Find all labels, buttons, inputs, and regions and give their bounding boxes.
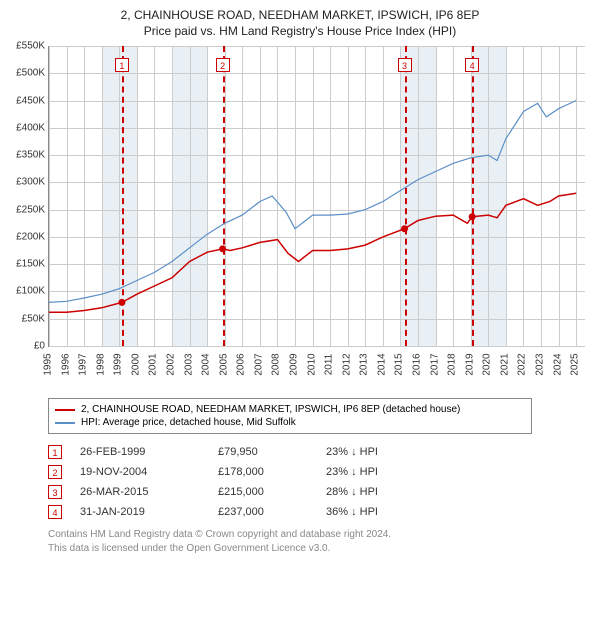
x-axis-label: 2017 xyxy=(429,353,440,375)
x-axis-label: 2012 xyxy=(341,353,352,375)
legend-swatch xyxy=(55,409,75,411)
event-price: £215,000 xyxy=(218,486,308,498)
x-axis-label: 2011 xyxy=(324,354,335,376)
y-axis-label: £100K xyxy=(10,286,45,297)
y-axis-label: £200K xyxy=(10,231,45,242)
event-row: 3 26-MAR-2015 £215,000 28% ↓ HPI xyxy=(48,482,528,502)
event-price: £79,950 xyxy=(218,446,308,458)
y-axis-label: £450K xyxy=(10,95,45,106)
event-row: 4 31-JAN-2019 £237,000 36% ↓ HPI xyxy=(48,502,528,522)
title-line-1: 2, CHAINHOUSE ROAD, NEEDHAM MARKET, IPSW… xyxy=(10,8,590,22)
data-marker xyxy=(401,225,408,232)
event-price: £237,000 xyxy=(218,506,308,518)
series-line xyxy=(49,193,576,312)
event-price: £178,000 xyxy=(218,466,308,478)
y-axis-label: £400K xyxy=(10,122,45,133)
legend-label: HPI: Average price, detached house, Mid … xyxy=(81,417,296,428)
legend-label: 2, CHAINHOUSE ROAD, NEEDHAM MARKET, IPSW… xyxy=(81,404,460,415)
y-axis-label: £50K xyxy=(10,313,45,324)
x-axis-label: 2008 xyxy=(271,353,282,375)
y-axis-label: £0 xyxy=(10,341,45,352)
legend-swatch xyxy=(55,422,75,424)
x-axis-label: 2000 xyxy=(130,353,141,375)
y-axis-label: £150K xyxy=(10,259,45,270)
x-axis-label: 1996 xyxy=(60,353,71,375)
event-row: 2 19-NOV-2004 £178,000 23% ↓ HPI xyxy=(48,462,528,482)
x-axis-label: 2019 xyxy=(464,353,475,375)
event-delta: 28% ↓ HPI xyxy=(326,486,416,498)
event-delta: 23% ↓ HPI xyxy=(326,446,416,458)
event-date: 26-MAR-2015 xyxy=(80,486,200,498)
legend-row: 2, CHAINHOUSE ROAD, NEEDHAM MARKET, IPSW… xyxy=(55,403,525,416)
x-axis-label: 1999 xyxy=(113,353,124,375)
data-marker xyxy=(118,299,125,306)
y-axis-label: £550K xyxy=(10,41,45,52)
event-date: 19-NOV-2004 xyxy=(80,466,200,478)
x-axis-label: 2024 xyxy=(552,353,563,375)
x-axis-label: 2004 xyxy=(201,353,212,375)
x-axis-label: 2022 xyxy=(517,353,528,375)
x-axis-label: 2003 xyxy=(183,353,194,375)
x-axis-label: 2020 xyxy=(482,353,493,375)
series-line xyxy=(49,101,576,303)
y-axis-label: £300K xyxy=(10,177,45,188)
x-axis-label: 2006 xyxy=(236,353,247,375)
event-number: 4 xyxy=(48,505,62,519)
footer-line-1: Contains HM Land Registry data © Crown c… xyxy=(48,528,590,542)
event-number: 2 xyxy=(48,465,62,479)
x-axis-label: 2015 xyxy=(394,353,405,375)
data-marker xyxy=(469,213,476,220)
x-axis-label: 2014 xyxy=(376,353,387,375)
title-line-2: Price paid vs. HM Land Registry's House … xyxy=(10,24,590,38)
x-axis-label: 2021 xyxy=(499,353,510,375)
x-axis-label: 1995 xyxy=(43,353,54,375)
x-axis-label: 2016 xyxy=(412,353,423,375)
legend-row: HPI: Average price, detached house, Mid … xyxy=(55,416,525,429)
chart: 1234 £0 £50K £100K £150K £200K £250K £300K £350… xyxy=(10,42,590,392)
event-row: 1 26-FEB-1999 £79,950 23% ↓ HPI xyxy=(48,442,528,462)
footer-attribution: Contains HM Land Registry data © Crown c… xyxy=(48,528,590,555)
x-axis-label: 2025 xyxy=(570,353,581,375)
x-axis-label: 2010 xyxy=(306,353,317,375)
y-axis-label: £250K xyxy=(10,204,45,215)
x-axis-label: 2001 xyxy=(148,353,159,375)
footer-line-2: This data is licensed under the Open Gov… xyxy=(48,542,590,556)
y-axis-label: £500K xyxy=(10,68,45,79)
events-table: 1 26-FEB-1999 £79,950 23% ↓ HPI 2 19-NOV-2004… xyxy=(48,442,528,522)
event-delta: 36% ↓ HPI xyxy=(326,506,416,518)
x-axis-label: 2009 xyxy=(289,353,300,375)
event-delta: 23% ↓ HPI xyxy=(326,466,416,478)
y-axis-label: £350K xyxy=(10,150,45,161)
x-axis-label: 2005 xyxy=(218,353,229,375)
x-axis-label: 2018 xyxy=(447,353,458,375)
data-marker xyxy=(219,245,226,252)
event-number: 3 xyxy=(48,485,62,499)
x-axis-label: 2023 xyxy=(535,353,546,375)
x-axis-label: 2002 xyxy=(166,353,177,375)
legend: 2, CHAINHOUSE ROAD, NEEDHAM MARKET, IPSW… xyxy=(48,398,532,434)
event-date: 26-FEB-1999 xyxy=(80,446,200,458)
x-axis-label: 2013 xyxy=(359,353,370,375)
plot-region: 1234 xyxy=(48,46,585,347)
x-axis-label: 1998 xyxy=(95,353,106,375)
x-axis-label: 2007 xyxy=(253,353,264,375)
x-axis-label: 1997 xyxy=(78,353,89,375)
event-date: 31-JAN-2019 xyxy=(80,506,200,518)
event-number: 1 xyxy=(48,445,62,459)
